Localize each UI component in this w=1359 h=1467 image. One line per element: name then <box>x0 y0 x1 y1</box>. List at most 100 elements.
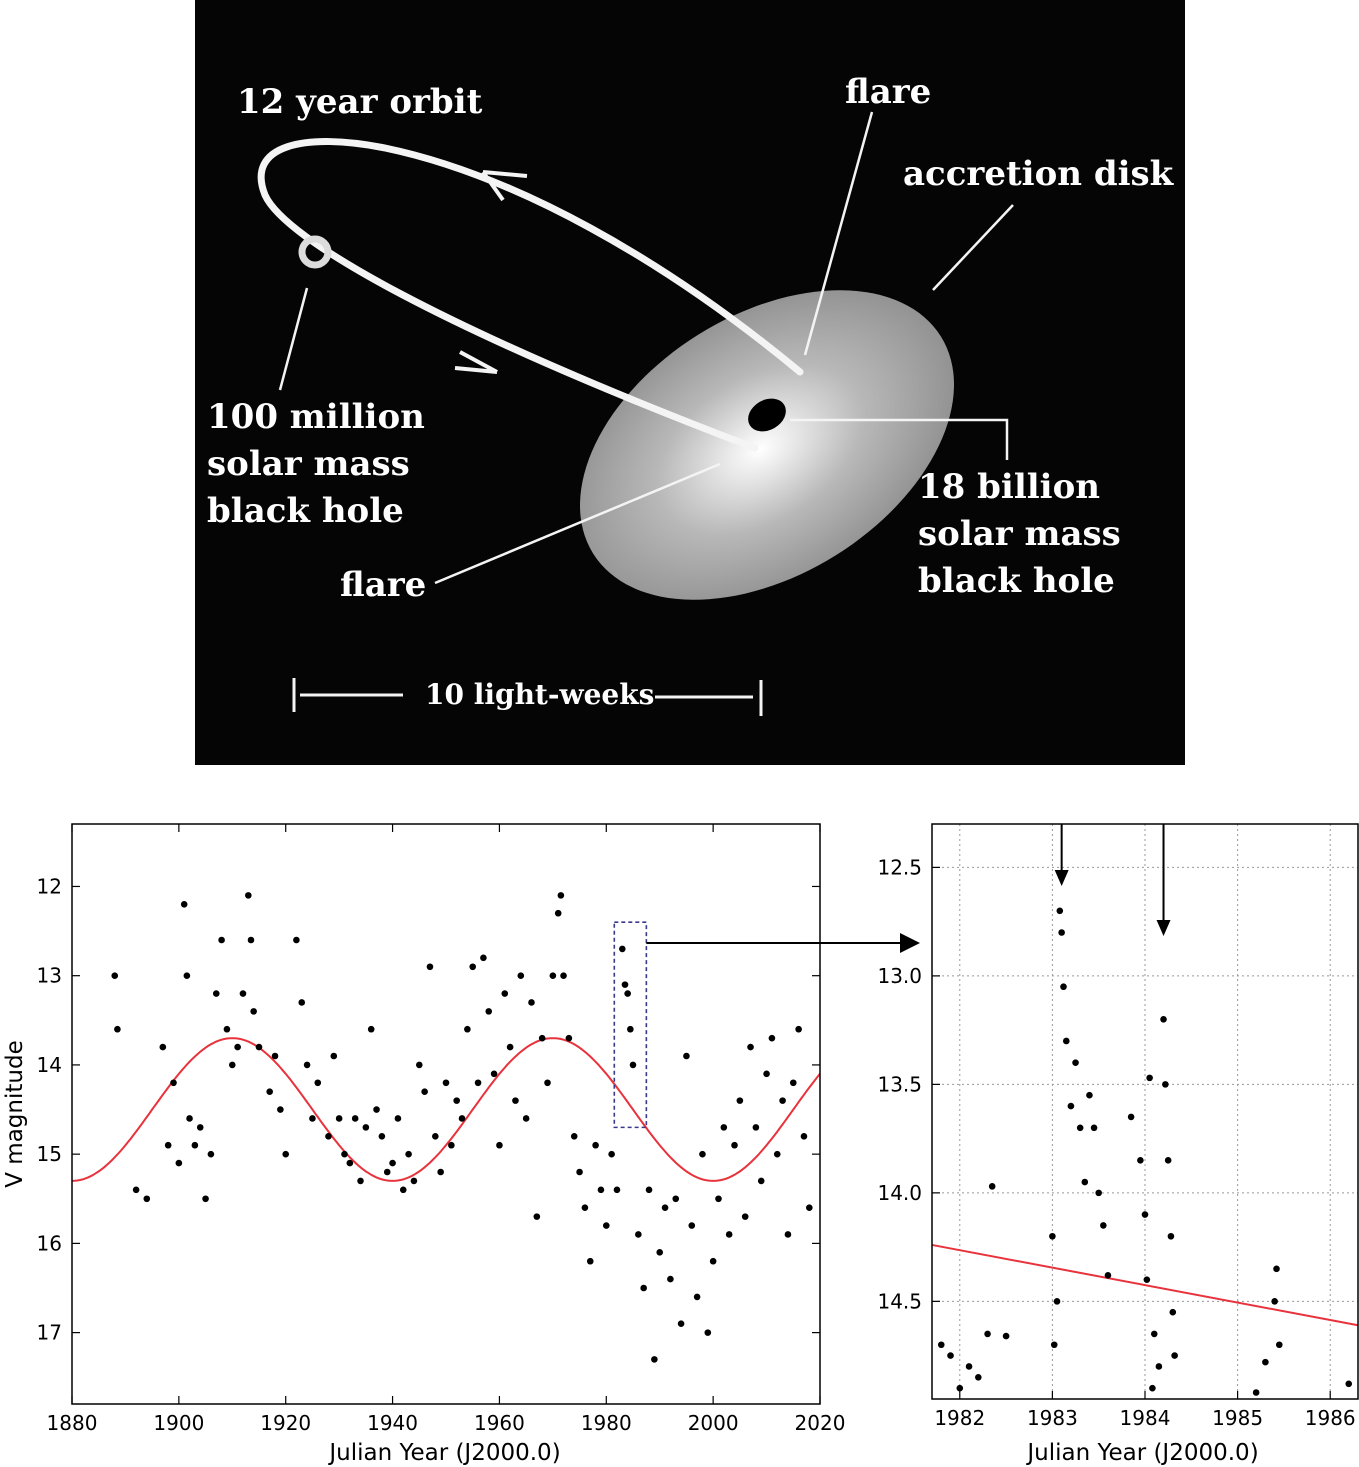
y-tick-label: 15 <box>37 1142 62 1166</box>
data-point <box>806 1204 813 1211</box>
data-point <box>218 936 225 944</box>
data-point <box>442 1079 450 1087</box>
y-tick-label: 12 <box>37 874 62 898</box>
data-point <box>196 1124 204 1131</box>
data-point <box>1137 1157 1144 1164</box>
data-point <box>1345 1380 1353 1388</box>
data-point <box>175 1159 183 1167</box>
label-orbit: 12 year orbit <box>237 82 483 122</box>
data-point <box>627 1025 634 1033</box>
data-point <box>186 1115 193 1122</box>
data-point <box>576 1168 583 1176</box>
model-curve <box>71 1037 821 1182</box>
data-point <box>410 1177 418 1185</box>
data-point <box>592 1141 599 1149</box>
data-point <box>202 1195 209 1203</box>
y-tick-label: 14 <box>37 1053 62 1077</box>
data-point <box>709 1257 717 1265</box>
data-point <box>565 1034 573 1042</box>
label-flare-bottom: flare <box>340 565 426 605</box>
data-point <box>373 1106 380 1113</box>
data-point <box>389 1159 396 1167</box>
data-point <box>159 1043 167 1051</box>
zoom-x-tick-label: 1986 <box>1305 1406 1356 1430</box>
data-point <box>143 1195 151 1203</box>
data-point <box>597 1186 605 1194</box>
binary-black-hole-diagram: 12 year orbit flare accretion disk 100 m… <box>195 0 1185 765</box>
data-point <box>458 1115 466 1122</box>
data-point <box>474 1079 482 1087</box>
data-point <box>656 1249 664 1256</box>
data-point <box>506 1043 514 1051</box>
data-point <box>1275 1341 1283 1349</box>
data-point <box>469 963 477 971</box>
flare-arrow-head <box>1156 920 1171 936</box>
zoom-x-tick-label: 1984 <box>1120 1406 1171 1430</box>
data-point <box>1053 1298 1061 1305</box>
data-point <box>415 1061 423 1069</box>
data-point <box>1252 1389 1260 1396</box>
zoom-y-tick-label: 14.0 <box>877 1181 922 1205</box>
data-point <box>533 1213 541 1220</box>
data-point <box>602 1222 610 1229</box>
data-point <box>538 1034 546 1042</box>
data-point <box>426 963 434 971</box>
x-tick-label: 1960 <box>474 1411 525 1435</box>
label-accretion-disk: accretion disk <box>903 154 1175 194</box>
data-point <box>1127 1113 1135 1121</box>
data-point <box>624 990 631 997</box>
data-point <box>250 1008 257 1015</box>
data-point <box>779 1097 786 1104</box>
data-point <box>581 1204 589 1211</box>
data-point <box>346 1159 354 1167</box>
zoom-x-tick-label: 1982 <box>934 1406 985 1430</box>
data-point <box>239 990 247 997</box>
data-point <box>570 1133 578 1140</box>
label-small-bh-line1: 100 million <box>207 397 425 437</box>
data-point <box>554 909 562 917</box>
data-point <box>784 1231 792 1238</box>
pointer-big-bh <box>790 418 1009 460</box>
data-point <box>255 1043 263 1051</box>
x-axis-title: Julian Year (J2000.0) <box>327 1440 560 1466</box>
data-point <box>725 1231 733 1238</box>
accretion-disk <box>579 290 955 600</box>
data-point <box>421 1088 428 1095</box>
data-point <box>212 990 220 997</box>
data-point <box>282 1150 290 1158</box>
data-point <box>191 1141 199 1149</box>
data-point <box>266 1088 273 1095</box>
data-point <box>164 1141 172 1149</box>
x-tick-label: 1920 <box>260 1411 311 1435</box>
data-point <box>937 1341 945 1349</box>
flare-arrow-head <box>1054 870 1069 886</box>
data-point <box>330 1052 338 1060</box>
data-point <box>693 1293 701 1301</box>
data-point <box>394 1115 402 1122</box>
zoom-y-tick-label: 14.5 <box>877 1289 922 1313</box>
y-tick-label: 16 <box>37 1231 62 1255</box>
data-point <box>432 1133 439 1140</box>
data-point <box>635 1231 642 1238</box>
data-point <box>988 1183 996 1190</box>
data-point <box>399 1186 407 1194</box>
data-point <box>757 1177 765 1185</box>
data-point <box>747 1043 754 1051</box>
data-point <box>277 1106 284 1113</box>
plot-frame <box>71 823 821 1405</box>
data-point <box>298 999 306 1006</box>
data-point <box>795 1025 802 1033</box>
small-black-hole <box>298 235 332 269</box>
data-point <box>437 1168 444 1176</box>
data-point <box>677 1320 685 1327</box>
pointer-accretion <box>932 204 1014 291</box>
data-point <box>1049 1232 1056 1240</box>
data-point <box>480 954 487 962</box>
label-big-bh-line2: solar mass <box>918 514 1121 554</box>
data-point <box>1149 1384 1156 1392</box>
scale-bar-label: 10 light-weeks <box>425 678 654 711</box>
data-point <box>490 1070 498 1078</box>
pointer-flare-bottom <box>434 462 721 585</box>
data-point <box>245 892 252 899</box>
data-point <box>501 990 509 997</box>
